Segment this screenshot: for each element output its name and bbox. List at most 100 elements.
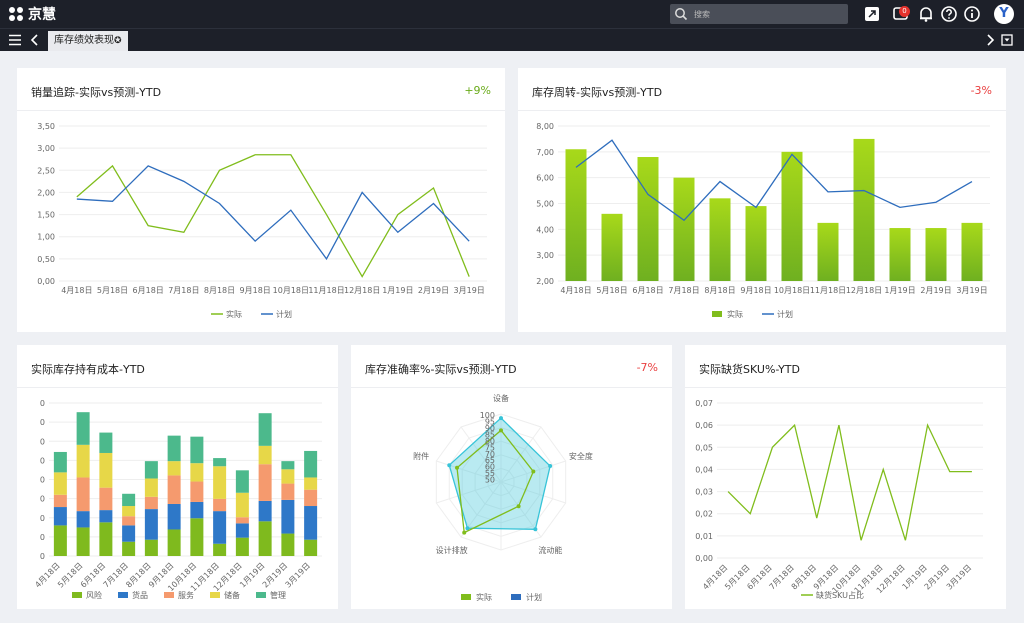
stacked-bar-segment xyxy=(144,478,158,497)
forward-arrow-icon[interactable] xyxy=(985,34,995,46)
app-logo[interactable]: 京慧 xyxy=(8,5,56,23)
legend-label: 实际 xyxy=(226,309,242,319)
bar xyxy=(853,138,875,281)
x-tick-label: 2月19日 xyxy=(920,286,951,295)
axis-label: 附件 xyxy=(413,451,429,461)
y-tick-label: 0,00 xyxy=(695,554,713,563)
panel-title: 实际库存持有成本-YTD xyxy=(31,363,145,376)
x-tick-label: 3月19日 xyxy=(956,286,987,295)
dropdown-icon[interactable] xyxy=(1001,34,1013,46)
stacked-bar-segment xyxy=(190,518,204,556)
search-input[interactable] xyxy=(694,6,844,22)
legend-label: 计划 xyxy=(276,309,292,319)
x-tick-label: 10月18日 xyxy=(273,286,309,295)
stacked-bar-segment xyxy=(235,470,249,493)
y-tick-label: 2,00 xyxy=(536,277,554,286)
stacked-bar-segment xyxy=(76,412,90,445)
y-tick-label: 0 xyxy=(40,418,45,427)
legend-label: 储备 xyxy=(224,590,240,600)
axis-label: 设计排放 xyxy=(436,545,468,555)
y-tick-label: 8,00 xyxy=(536,122,554,131)
stacked-bar-segment xyxy=(190,436,204,464)
stacked-bar-segment xyxy=(213,466,227,499)
legend-swatch xyxy=(712,311,722,317)
tab-settings-icon[interactable]: ✪ xyxy=(114,36,122,46)
axis-label: 流动能 xyxy=(538,545,562,555)
y-tick-label: 0 xyxy=(40,456,45,465)
axis-label: 安全度 xyxy=(569,451,593,461)
legend-label: 管理 xyxy=(270,590,286,600)
legend-swatch xyxy=(164,592,174,598)
legend-swatch xyxy=(461,594,471,600)
radar-point xyxy=(499,416,503,421)
menu-icon[interactable] xyxy=(8,34,22,46)
search-icon xyxy=(675,8,688,21)
stacked-bar-segment xyxy=(99,432,113,453)
radar-series xyxy=(448,417,551,530)
x-tick-label: 7月18日 xyxy=(168,286,199,295)
stacked-bar-segment xyxy=(122,493,136,507)
stacked-bar-segment xyxy=(213,543,227,556)
tab-inventory-performance[interactable]: 库存绩效表现✪ xyxy=(48,31,128,51)
stacked-bar-segment xyxy=(281,469,295,484)
bar-chart-turnover: 2,00 3,00 4,00 5,00 6,00 7,00 8,00 4月18日 5月18日 6月… xyxy=(536,122,990,319)
y-tick-label: 0 xyxy=(40,437,45,446)
y-tick-label: 0 xyxy=(40,533,45,542)
stacked-bar-segment xyxy=(99,452,113,488)
axis-label: 设备 xyxy=(493,393,509,403)
panel-title: 库存准确率%-实际vs预测-YTD xyxy=(365,363,517,376)
r-tick-label: 65 xyxy=(485,456,495,465)
top-bar: 京慧 0 Y xyxy=(0,0,1024,28)
r-tick-label: 85 xyxy=(485,430,495,439)
stacked-bar-segment xyxy=(258,445,272,465)
panel-inventory-turnover: 库存周转-实际vs预测-YTD -3% 2,00 3,00 4,00 5,00 6,00… xyxy=(518,68,1006,332)
y-tick-label: 0,00 xyxy=(37,277,55,286)
stacked-bar-segment xyxy=(144,461,158,479)
line-chart-stockout: 0,000,010,020,030,040,050,060,074月18日5月1… xyxy=(695,399,983,600)
bar xyxy=(637,157,659,281)
bar xyxy=(565,149,587,281)
stacked-bar-segment xyxy=(167,475,181,504)
y-tick-label: 3,50 xyxy=(37,122,55,131)
stacked-bar-segment xyxy=(304,450,318,478)
series-line xyxy=(76,154,470,278)
stacked-bar-segment xyxy=(258,464,272,501)
stacked-bar-segment xyxy=(167,435,181,462)
panel-sales-tracking: 销量追踪-实际vs预测-YTD +9% 0,00 0,50 1,00 1,50 2,00… xyxy=(17,68,505,332)
radar-spoke xyxy=(436,481,502,504)
panel-stockout-sku: 实际缺货SKU%-YTD 0,00 0,01 0,02 0,03 0,04 0,05 0,0… xyxy=(685,345,1006,609)
r-tick-label: 95 xyxy=(485,417,495,426)
panel-holding-cost: 实际库存持有成本-YTD 0 0 0 0 0 0 0 0 0 4月18日 5月18日 6月18日 7月1… xyxy=(17,345,338,609)
stacked-bar-segment xyxy=(53,494,67,508)
radar-point xyxy=(455,465,460,470)
x-tick-label: 5月18日 xyxy=(97,286,128,295)
y-tick-label: 0 xyxy=(40,399,45,408)
legend-label: 风险 xyxy=(86,590,102,600)
r-tick-label: 60 xyxy=(485,463,495,472)
y-tick-label: 0,01 xyxy=(695,532,713,541)
user-avatar[interactable]: Y xyxy=(994,4,1014,24)
stacked-bar-segment xyxy=(76,511,90,528)
r-tick-label: 50 xyxy=(485,476,495,485)
r-tick-label: 55 xyxy=(485,469,495,478)
bar xyxy=(673,177,695,281)
x-tick-label: 12月18日 xyxy=(344,286,380,295)
fullscreen-icon[interactable] xyxy=(863,5,881,23)
stacked-bar-segment xyxy=(144,509,158,540)
back-arrow-icon[interactable] xyxy=(30,34,40,46)
y-tick-label: 2,00 xyxy=(37,188,55,197)
stacked-bar-segment xyxy=(99,522,113,556)
bell-icon[interactable] xyxy=(917,5,935,23)
legend-label: 服务 xyxy=(178,590,194,600)
info-icon[interactable] xyxy=(963,5,981,23)
y-tick-label: 0,50 xyxy=(37,255,55,264)
r-tick-label: 80 xyxy=(485,437,495,446)
x-tick-label: 4月18日 xyxy=(560,286,591,295)
search-box[interactable] xyxy=(670,4,848,24)
y-tick-label: 5,00 xyxy=(536,200,554,209)
x-tick-label: 8月18日 xyxy=(204,286,235,295)
tab-label: 库存绩效表现 xyxy=(54,35,114,46)
help-icon[interactable] xyxy=(940,5,958,23)
legend-label: 实际 xyxy=(727,309,743,319)
